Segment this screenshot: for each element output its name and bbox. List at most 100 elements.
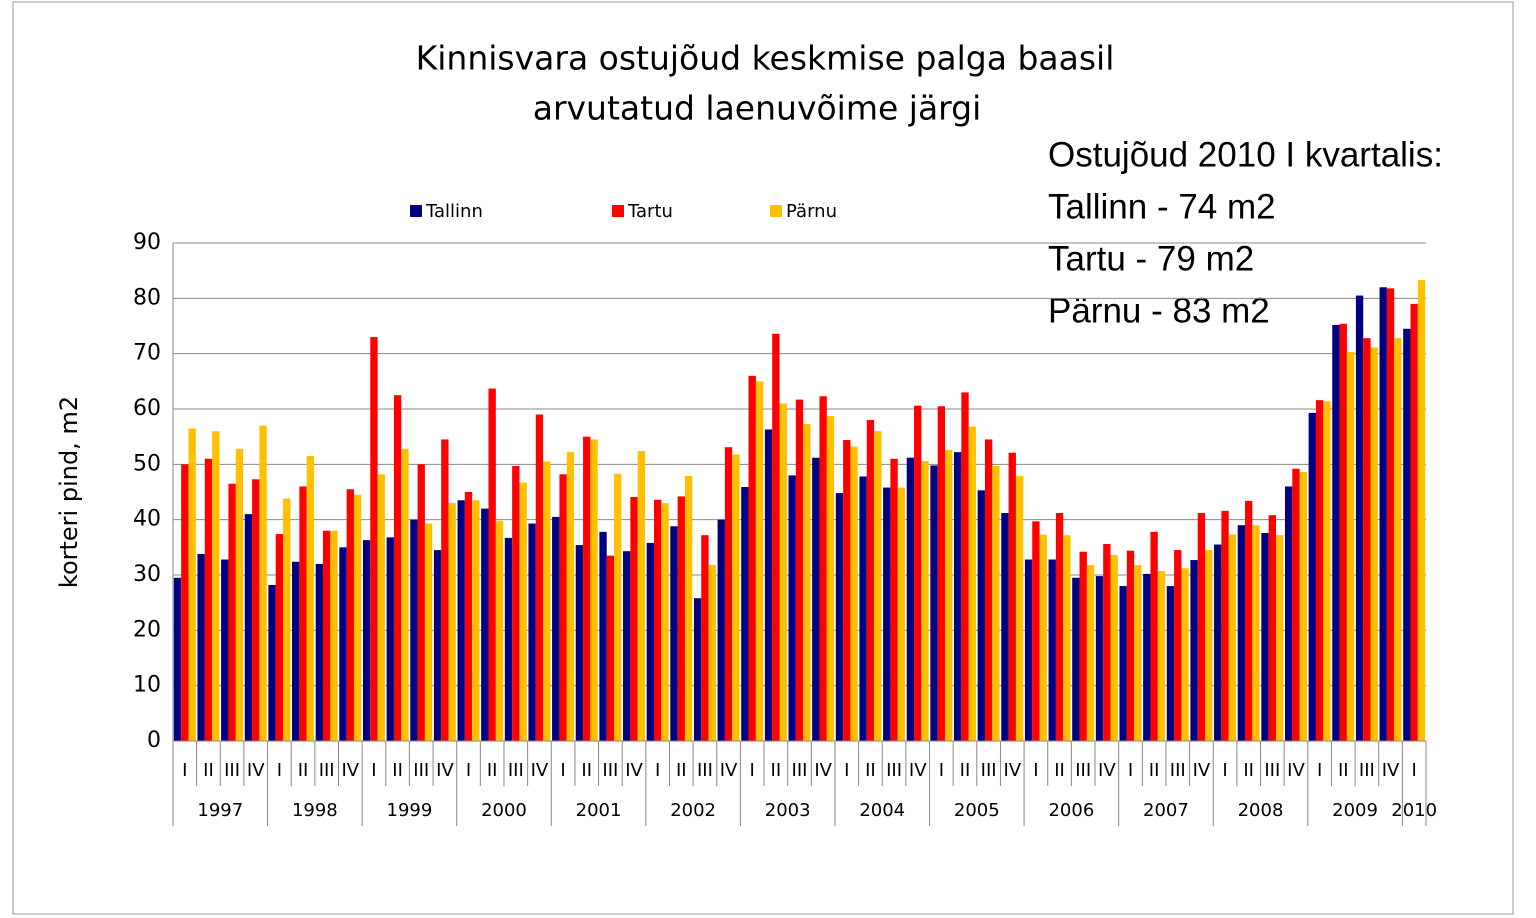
year-label: 2003 bbox=[765, 800, 811, 821]
bar bbox=[1190, 560, 1198, 741]
bar bbox=[173, 577, 182, 741]
bar bbox=[1055, 513, 1064, 741]
bar bbox=[566, 452, 575, 741]
bar bbox=[1095, 576, 1104, 741]
bar bbox=[968, 426, 976, 741]
bar bbox=[677, 496, 685, 741]
bar bbox=[1275, 535, 1284, 741]
bar bbox=[772, 333, 780, 741]
y-tick-label: 10 bbox=[133, 673, 161, 698]
bar bbox=[1024, 559, 1033, 741]
bar bbox=[724, 447, 733, 741]
bar bbox=[590, 439, 598, 741]
year-label: 2010 bbox=[1391, 800, 1437, 821]
bar bbox=[795, 399, 804, 741]
bar bbox=[779, 403, 787, 741]
bar bbox=[921, 461, 929, 741]
x-tick-label: IV bbox=[341, 760, 359, 781]
x-tick-label: IV bbox=[1003, 760, 1021, 781]
x-tick-label: II bbox=[1338, 760, 1349, 781]
x-tick-label: III bbox=[886, 760, 902, 781]
bar bbox=[575, 545, 584, 741]
bar bbox=[883, 487, 891, 741]
bar bbox=[693, 598, 702, 741]
bar bbox=[1394, 338, 1402, 741]
bar bbox=[708, 565, 716, 741]
x-tick-label: IV bbox=[909, 760, 927, 781]
bar bbox=[1268, 515, 1276, 741]
bar bbox=[826, 416, 835, 741]
bar bbox=[812, 457, 820, 741]
bar bbox=[259, 425, 267, 741]
bar bbox=[850, 446, 858, 741]
x-tick-label: IV bbox=[1382, 760, 1400, 781]
bar bbox=[235, 448, 244, 741]
y-tick-label: 70 bbox=[133, 341, 161, 366]
y-tick-label: 60 bbox=[133, 396, 161, 421]
x-tick-label: II bbox=[392, 760, 403, 781]
bar bbox=[244, 514, 253, 741]
bar bbox=[1166, 586, 1175, 741]
bar bbox=[646, 542, 654, 741]
x-tick-label: III bbox=[602, 760, 618, 781]
x-tick-label: III bbox=[508, 760, 524, 781]
x-tick-label: III bbox=[1075, 760, 1091, 781]
bar bbox=[204, 458, 213, 741]
bar bbox=[874, 431, 882, 741]
bar bbox=[1417, 280, 1426, 741]
x-tick-label: I bbox=[371, 760, 376, 781]
bar bbox=[1228, 534, 1237, 741]
bar bbox=[252, 479, 260, 741]
year-label: 1999 bbox=[387, 800, 433, 821]
x-tick-label: III bbox=[981, 760, 997, 781]
bar bbox=[339, 547, 347, 741]
x-tick-label: II bbox=[1149, 760, 1160, 781]
x-tick-label: II bbox=[771, 760, 782, 781]
bar bbox=[1386, 288, 1395, 741]
legend-swatch bbox=[770, 205, 782, 217]
bar bbox=[464, 492, 473, 741]
bar bbox=[866, 420, 875, 741]
bar bbox=[890, 458, 898, 741]
bar bbox=[221, 559, 229, 741]
bar bbox=[504, 537, 513, 741]
x-tick-label: I bbox=[1412, 760, 1417, 781]
bar bbox=[599, 531, 607, 741]
bar bbox=[228, 483, 236, 741]
x-tick-label: III bbox=[697, 760, 713, 781]
bar bbox=[1181, 568, 1189, 741]
bar bbox=[1174, 550, 1182, 741]
y-axis-label: korteri pind, m2 bbox=[55, 396, 83, 588]
x-tick-label: II bbox=[203, 760, 214, 781]
bar bbox=[1323, 401, 1331, 741]
bar bbox=[495, 520, 504, 741]
year-label: 1998 bbox=[292, 800, 338, 821]
x-tick-label: IV bbox=[247, 760, 265, 781]
x-tick-label: IV bbox=[720, 760, 738, 781]
bar bbox=[362, 540, 371, 741]
x-tick-label: I bbox=[277, 760, 282, 781]
bar bbox=[1126, 550, 1135, 741]
bar bbox=[1339, 323, 1347, 741]
year-label: 2005 bbox=[954, 800, 1000, 821]
legend-label: Tallinn bbox=[425, 201, 483, 222]
bar bbox=[1237, 525, 1246, 741]
bar bbox=[819, 396, 827, 741]
bar bbox=[684, 475, 693, 741]
legend-label: Tartu bbox=[627, 201, 673, 222]
bar bbox=[930, 465, 938, 741]
bar bbox=[535, 414, 544, 741]
year-label: 2000 bbox=[481, 800, 527, 821]
bar bbox=[424, 523, 433, 741]
bar bbox=[1410, 303, 1418, 741]
x-tick-label: IV bbox=[625, 760, 643, 781]
x-tick-label: II bbox=[1054, 760, 1065, 781]
bar bbox=[1063, 535, 1071, 741]
x-tick-label: I bbox=[1128, 760, 1133, 781]
bar bbox=[1332, 324, 1340, 741]
bar bbox=[306, 456, 315, 741]
bar bbox=[961, 392, 969, 741]
bar bbox=[717, 519, 725, 741]
x-tick-label: III bbox=[224, 760, 240, 781]
bar bbox=[859, 476, 867, 741]
